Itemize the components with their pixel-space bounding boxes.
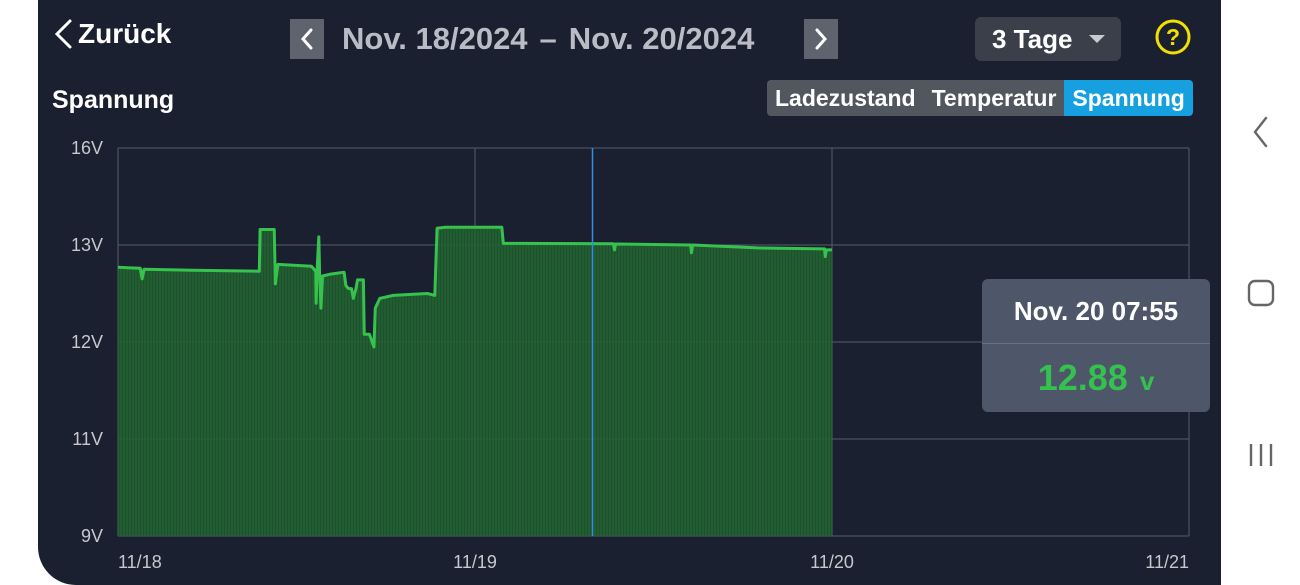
x-tick-labels: 11/18 11/19 11/20 11/21	[118, 552, 1189, 572]
voltage-chart: 16V 13V 12V 11V 9V 11/18 11/19 11/20 11/21	[71, 138, 1190, 572]
tab-temperatur[interactable]: Temperatur	[923, 80, 1065, 116]
previous-period-button[interactable]	[290, 19, 324, 59]
y-tick-label: 12V	[71, 332, 103, 352]
app-screen: 16V 13V 12V 11V 9V 11/18 11/19 11/20 11/21 Zurü…	[38, 0, 1221, 585]
x-tick-label: 11/20	[810, 552, 854, 572]
y-tick-label: 16V	[71, 138, 103, 158]
next-period-button[interactable]	[804, 19, 838, 59]
back-label: Zurück	[78, 18, 172, 49]
x-tick-label: 11/21	[1145, 552, 1189, 572]
y-tick-label: 13V	[71, 235, 103, 255]
y-tick-labels: 16V 13V 12V 11V 9V	[71, 138, 103, 546]
tooltip-value: 12.88 v	[982, 344, 1210, 412]
system-navigation-bar	[1221, 0, 1300, 585]
chevron-left-icon	[1252, 116, 1267, 148]
tab-ladezustand[interactable]: Ladezustand	[767, 80, 924, 116]
home-square-icon	[1247, 279, 1274, 307]
chevron-left-icon	[300, 28, 313, 50]
chevron-right-icon	[815, 28, 828, 50]
tooltip-voltage: 12.88	[1037, 357, 1128, 398]
date-end: Nov. 20/2024	[568, 21, 755, 56]
period-label: 3 Tage	[992, 23, 1073, 54]
period-dropdown[interactable]: 3 Tage	[975, 17, 1121, 61]
recent-apps-icon	[1249, 444, 1272, 466]
y-tick-label: 11V	[72, 429, 103, 449]
svg-text:?: ?	[1166, 24, 1180, 50]
system-recent-apps-button[interactable]	[1221, 440, 1300, 470]
tab-spannung[interactable]: Spannung	[1064, 80, 1193, 116]
area-stripes	[117, 227, 833, 536]
back-button[interactable]: Zurück	[52, 18, 171, 50]
value-tooltip: Nov. 20 07:55 12.88 v	[982, 279, 1210, 412]
voltage-line	[117, 225, 832, 349]
system-home-button[interactable]	[1221, 278, 1300, 308]
x-tick-label: 11/18	[118, 552, 162, 572]
date-separator: –	[539, 21, 557, 56]
tooltip-time: Nov. 20 07:55	[982, 279, 1210, 344]
date-range: Nov. 18/2024– Nov. 20/2024	[342, 21, 754, 57]
y-tick-label: 9V	[81, 526, 103, 546]
caret-down-icon	[1089, 35, 1105, 43]
metric-tabs: Ladezustand Temperatur Spannung	[767, 80, 1193, 116]
help-button[interactable]: ?	[1154, 18, 1192, 61]
x-tick-label: 11/19	[453, 552, 497, 572]
tooltip-unit: v	[1139, 365, 1155, 396]
question-circle-icon: ?	[1155, 19, 1191, 55]
system-back-button[interactable]	[1221, 112, 1300, 152]
chevron-left-icon	[54, 19, 72, 49]
chart-title: Spannung	[52, 86, 175, 114]
date-start: Nov. 18/2024	[342, 21, 528, 56]
